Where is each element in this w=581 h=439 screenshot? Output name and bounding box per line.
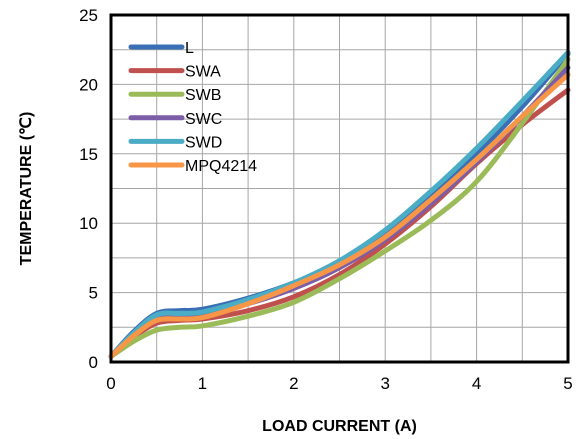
y-tick-label: 25 (79, 6, 98, 25)
x-tick-label: 3 (380, 374, 389, 393)
x-tick-label: 0 (106, 374, 115, 393)
y-tick-label: 15 (79, 145, 98, 164)
grid (111, 15, 568, 362)
plot-area-frame (109, 13, 570, 364)
y-tick-label: 20 (79, 75, 98, 94)
legend: L SWA SWB SWC SWD MPQ4214 (128, 40, 257, 175)
y-tick-label: 5 (89, 284, 98, 303)
x-tick-label: 5 (563, 374, 572, 393)
legend-label: MPQ4214 (185, 158, 257, 175)
y-tick-label: 10 (79, 214, 98, 233)
legend-label: SWA (185, 64, 221, 81)
x-tick-label: 1 (198, 374, 207, 393)
series-line-mpq4214 (108, 72, 571, 359)
legend-label: SWB (185, 87, 221, 104)
x-tick-label: 4 (472, 374, 481, 393)
x-axis-title: LOAD CURRENT (A) (262, 418, 417, 435)
series-line-swb (108, 56, 571, 359)
series-line-swd (108, 49, 571, 359)
legend-label: SWC (185, 111, 222, 128)
legend-label: L (185, 40, 194, 57)
x-tick-label: 2 (289, 374, 298, 393)
legend-label: SWD (185, 134, 222, 151)
tick-labels: 0 1 2 3 4 5 0 5 10 15 20 25 (79, 6, 573, 393)
series-lines (108, 49, 571, 359)
y-tick-label: 0 (89, 353, 98, 372)
y-axis-title: TEMPERATURE (℃) (18, 112, 35, 266)
